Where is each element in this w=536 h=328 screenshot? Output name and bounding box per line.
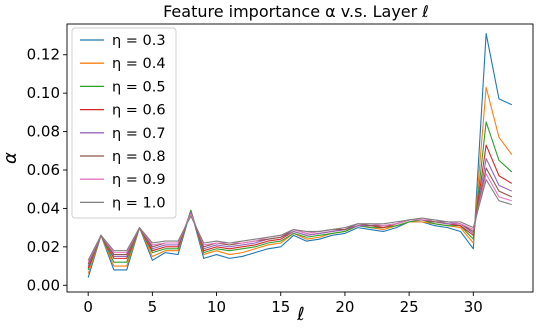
legend-label-6: η = 0.8	[112, 149, 166, 165]
series-line-1	[87, 33, 513, 278]
x-tick-label: 0	[83, 298, 93, 316]
y-tick-label: 0.06	[27, 161, 60, 179]
series-line-3	[87, 121, 513, 271]
legend-label-1: η = 0.3	[112, 33, 166, 49]
x-tick-label: 10	[207, 298, 226, 316]
legend-box	[71, 27, 177, 219]
y-tick-label: 0.02	[27, 238, 60, 256]
legend: η = 0.3 η = 0.4 η = 0.5 η = 0.6 η = 0.7 η = 0…	[71, 27, 177, 219]
series-line-5	[87, 157, 513, 267]
legend-label-7: η = 0.9	[112, 172, 166, 188]
legend-label-8: η = 1.0	[112, 195, 166, 211]
chart-title: Feature importance α v.s. Layer ℓ	[163, 2, 429, 21]
legend-label-4: η = 0.6	[112, 103, 166, 119]
legend-label-3: η = 0.5	[112, 79, 166, 95]
plot-lines	[87, 33, 513, 278]
x-tick-label: 15	[271, 298, 290, 316]
plot-frame	[66, 23, 534, 293]
y-tick-label: 0.10	[27, 84, 60, 102]
x-tick-label: 20	[335, 298, 354, 316]
y-tick-label: 0.00	[27, 276, 60, 294]
x-tick-label: 5	[148, 298, 158, 316]
axes: 0 5 10 15 20 25 30 0.00 0.02 0.04 0.06 0.08 0.10 0.12	[27, 23, 534, 316]
y-tick-label: 0.12	[27, 46, 60, 64]
x-tick-label: 25	[400, 298, 419, 316]
x-axis-label: ℓ	[296, 304, 304, 324]
series-line-8	[87, 179, 512, 261]
y-axis-label: α	[0, 152, 21, 164]
legend-label-5: η = 0.7	[112, 126, 166, 142]
y-tick-label: 0.04	[27, 199, 60, 217]
x-tick-label: 30	[464, 298, 483, 316]
legend-label-2: η = 0.4	[112, 56, 166, 72]
y-tick-label: 0.08	[27, 123, 60, 141]
